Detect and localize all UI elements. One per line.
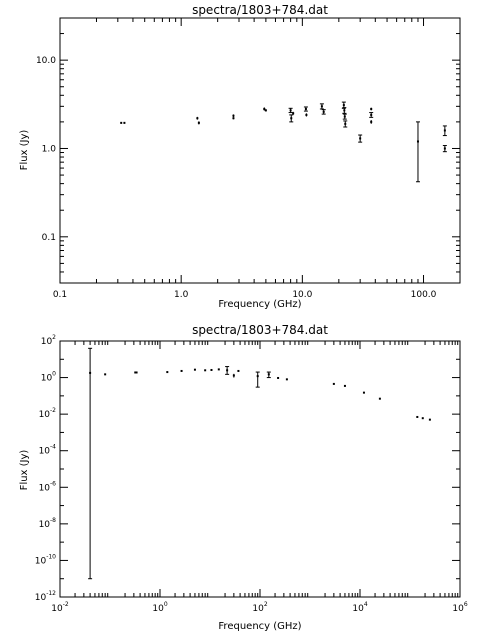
y-tick-label: 10-6 [39, 480, 57, 493]
chart-top-x-ticks: 0.1 1.0 10.0 100.0 [53, 18, 437, 300]
data-point [180, 369, 183, 372]
data-point [443, 147, 446, 150]
data-point [264, 109, 267, 112]
data-point [370, 113, 373, 116]
data-point [344, 122, 347, 125]
chart-top-y-ticks: 0.1 1.0 10.0 [36, 33, 460, 273]
chart-bottom-title: spectra/1803+784.dat [192, 323, 328, 337]
data-point [304, 107, 307, 110]
y-tick-label: 10-8 [39, 517, 57, 530]
data-point [277, 376, 280, 379]
y-tick-label: 10-4 [39, 444, 57, 457]
data-point [166, 371, 169, 374]
chart-bottom: spectra/1803+784.dat 10-2 100 102 104 106 10… [19, 323, 468, 632]
data-point [342, 104, 345, 107]
x-tick-label: 100.0 [411, 290, 437, 300]
chart-bottom-x-ticks: 10-2 100 102 104 106 [51, 341, 468, 614]
data-point [290, 117, 293, 120]
data-point [267, 373, 270, 376]
data-point [370, 120, 373, 123]
data-point [359, 137, 362, 140]
x-tick-label: 0.1 [53, 290, 67, 300]
chart-top-data-points [120, 101, 447, 183]
x-tick-label: 10-2 [51, 601, 69, 614]
data-point [322, 110, 325, 113]
data-point [362, 391, 365, 394]
chart-top-title: spectra/1803+784.dat [192, 3, 328, 17]
data-point [135, 371, 138, 374]
data-point [292, 112, 295, 115]
chart-top: spectra/1803+784.dat 0.1 1.0 10.0 100.0 0.1… [19, 3, 461, 310]
data-point [332, 382, 335, 385]
y-tick-label: 10.0 [36, 56, 56, 66]
x-tick-label: 102 [252, 601, 267, 614]
data-point [289, 109, 292, 112]
x-tick-label: 1.0 [174, 290, 189, 300]
data-point [256, 375, 259, 378]
data-point [416, 140, 419, 143]
x-tick-label: 104 [352, 601, 367, 614]
y-tick-label: 100 [41, 371, 56, 384]
data-point [123, 121, 126, 124]
data-point [134, 371, 137, 374]
chart-top-plot-frame [59, 17, 461, 284]
chart-bottom-plot-frame [59, 340, 461, 598]
data-point [421, 417, 424, 420]
data-point [343, 115, 346, 118]
data-point [263, 107, 266, 110]
data-point [217, 368, 220, 371]
data-point [120, 121, 123, 124]
data-point [204, 369, 207, 372]
chart-bottom-data-points [88, 347, 431, 580]
data-point [370, 107, 373, 110]
chart-bottom-y-ticks: 10-12 10-10 10-8 10-6 10-4 10-2 100 102 [35, 334, 460, 603]
x-tick-label: 100 [152, 601, 167, 614]
chart-bottom-x-axis-label: Frequency (GHz) [218, 621, 301, 632]
data-point [416, 415, 419, 418]
x-tick-label: 106 [452, 601, 467, 614]
data-point [89, 371, 92, 374]
chart-bottom-y-axis-label: Flux (Jy) [19, 450, 30, 491]
data-point [285, 378, 288, 381]
data-point [104, 373, 107, 376]
y-tick-label: 102 [41, 334, 56, 347]
data-point [232, 117, 235, 120]
y-tick-label: 0.1 [42, 233, 56, 243]
data-point [232, 374, 235, 377]
data-point [237, 369, 240, 372]
data-point [343, 384, 346, 387]
data-point [210, 368, 213, 371]
data-point [226, 369, 229, 372]
data-point [343, 109, 346, 112]
data-point [378, 397, 381, 400]
chart-top-y-axis-label: Flux (Jy) [19, 130, 30, 171]
data-point [428, 418, 431, 421]
data-point [443, 129, 446, 132]
chart-top-x-axis-label: Frequency (GHz) [218, 299, 301, 310]
y-tick-label: 10-12 [35, 590, 56, 603]
data-point [196, 117, 199, 120]
data-point [305, 113, 308, 116]
data-point [320, 105, 323, 108]
data-point [232, 114, 235, 117]
data-point [193, 368, 196, 371]
y-tick-label: 10-10 [35, 553, 56, 566]
y-tick-label: 10-2 [39, 407, 57, 420]
data-point [197, 121, 200, 124]
y-tick-label: 1.0 [42, 144, 57, 154]
x-tick-label: 10.0 [292, 290, 312, 300]
